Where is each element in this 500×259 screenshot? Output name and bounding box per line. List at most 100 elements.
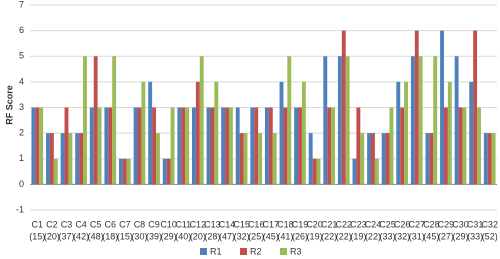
x-tick-label: C20 (306, 219, 323, 229)
bar (425, 133, 430, 185)
bar (126, 158, 131, 185)
x-tick-label: (29) (453, 231, 469, 241)
legend-label: R2 (250, 246, 262, 256)
x-tick-label: (48) (88, 231, 104, 241)
bar (308, 133, 313, 185)
bar (155, 133, 160, 185)
bar (287, 56, 292, 185)
bar (141, 81, 146, 185)
x-tick-label: C8 (134, 219, 146, 229)
x-tick-label: C24 (365, 219, 382, 229)
x-tick-label: C18 (277, 219, 294, 229)
bar (385, 133, 390, 185)
x-tick-label: C17 (263, 219, 280, 229)
x-tick-label: (33) (467, 231, 483, 241)
bar (206, 107, 211, 185)
x-tick-label: C2 (46, 219, 58, 229)
bar (331, 107, 336, 185)
bar (49, 133, 54, 185)
bar (75, 133, 80, 185)
bar (60, 133, 65, 185)
bar (447, 81, 452, 185)
x-tick-label: (32) (234, 231, 250, 241)
bar (487, 133, 492, 185)
x-tick-label: (40) (175, 231, 191, 241)
legend-label: R3 (290, 246, 302, 256)
x-tick-label: C16 (248, 219, 265, 229)
bar (250, 107, 255, 185)
x-tick-label: C28 (423, 219, 440, 229)
bar (31, 107, 36, 185)
bar (462, 107, 467, 185)
bar (89, 107, 94, 185)
bar (433, 56, 438, 185)
y-axis-label: RF Score (4, 85, 14, 125)
bar (316, 158, 321, 185)
bar (283, 107, 288, 185)
x-tick-label: (37) (58, 231, 74, 241)
x-tick-label: (18) (102, 231, 118, 241)
x-tick-label: (47) (219, 231, 235, 241)
bar (323, 56, 328, 185)
bar (404, 81, 408, 185)
x-tick-label: C3 (61, 219, 73, 229)
bar (83, 56, 87, 185)
x-tick-label: (22) (365, 231, 381, 241)
legend-swatch (200, 248, 207, 255)
bar (181, 107, 186, 185)
bar (429, 133, 434, 185)
bar (341, 30, 346, 185)
y-tick-label: 4 (19, 76, 24, 86)
x-tick-label: C14 (219, 219, 236, 229)
x-tick-label: C27 (408, 219, 425, 229)
bar (483, 133, 488, 185)
bar (152, 107, 156, 185)
bar (371, 133, 375, 185)
bar (199, 56, 204, 185)
bar (491, 133, 496, 185)
bar (473, 30, 478, 185)
bar (360, 133, 365, 185)
x-tick-label: (22) (336, 231, 352, 241)
bar (191, 107, 196, 185)
bar (68, 133, 73, 185)
x-tick-label: C32 (481, 219, 498, 229)
bar (254, 107, 259, 185)
x-tick-label: C19 (292, 219, 309, 229)
bar (298, 107, 302, 185)
x-tick-label: (41) (277, 231, 293, 241)
bar (46, 133, 50, 185)
bar (210, 107, 215, 185)
bar (367, 133, 372, 185)
x-tick-label: (19) (350, 231, 366, 241)
y-tick-label: 0 (19, 179, 24, 189)
bar (264, 107, 269, 185)
x-tick-label: (45) (263, 231, 279, 241)
x-tick-label: C26 (394, 219, 411, 229)
bar (374, 158, 379, 185)
x-tick-label: C7 (119, 219, 131, 229)
bar (122, 158, 127, 185)
x-tick-label: (25) (248, 231, 264, 241)
bar (418, 56, 423, 185)
bar (112, 56, 117, 185)
bar (337, 56, 342, 185)
bar (39, 107, 44, 185)
x-tick-label: C22 (336, 219, 353, 229)
bar (356, 107, 361, 185)
bar (258, 133, 263, 185)
x-tick-label: C12 (190, 219, 207, 229)
y-tick-label: 6 (19, 25, 24, 35)
x-tick-label: C4 (75, 219, 87, 229)
bar (214, 81, 219, 185)
x-tick-label: (32) (394, 231, 410, 241)
x-tick-label: C23 (350, 219, 367, 229)
x-tick-label: C13 (204, 219, 221, 229)
legend-label: R1 (210, 246, 222, 256)
bar (327, 107, 332, 185)
y-tick-label: 1 (19, 153, 24, 163)
x-tick-label: C21 (321, 219, 338, 229)
bar (440, 30, 444, 185)
bar (243, 133, 248, 185)
